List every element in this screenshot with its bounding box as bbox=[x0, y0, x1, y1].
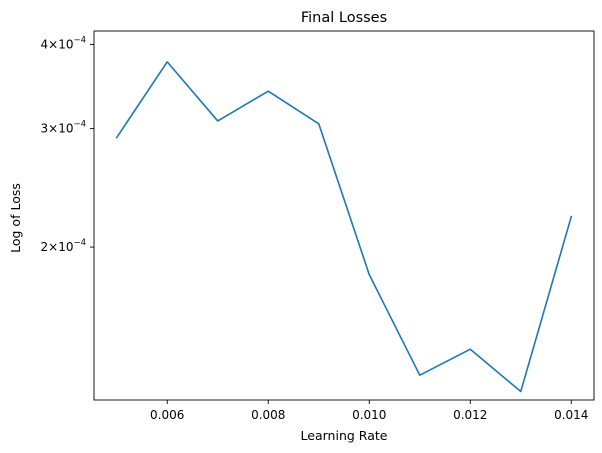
plot-frame bbox=[93, 30, 595, 401]
y-tick-exponent: −4 bbox=[73, 36, 86, 46]
y-tick-mantissa: 3 bbox=[41, 122, 49, 136]
x-tick-label: 0.014 bbox=[554, 408, 588, 422]
y-axis-label: Log of Loss bbox=[8, 183, 23, 253]
y-tick-label: 2×10−4 bbox=[41, 238, 87, 254]
y-tick-base: ×10 bbox=[48, 240, 73, 254]
series-line bbox=[115, 61, 573, 393]
chart-title: Final Losses bbox=[301, 10, 387, 26]
y-tick-base: ×10 bbox=[48, 122, 73, 136]
x-tick-label: 0.010 bbox=[352, 408, 386, 422]
x-tick-label: 0.006 bbox=[150, 408, 184, 422]
y-tick-base: ×10 bbox=[48, 38, 73, 52]
y-tick-label: 4×10−4 bbox=[41, 36, 87, 52]
y-tick-mantissa: 2 bbox=[41, 240, 49, 254]
x-tick-label: 0.008 bbox=[251, 408, 285, 422]
y-tick-exponent: −4 bbox=[73, 120, 86, 130]
y-tick-exponent: −4 bbox=[73, 238, 86, 248]
y-tick-mantissa: 4 bbox=[41, 38, 49, 52]
plot-area: 0.006 0.008 0.010 0.012 0.0144×10−43×10−42×1… bbox=[41, 30, 595, 422]
x-axis-label: Learning Rate bbox=[301, 428, 388, 443]
y-tick-label: 3×10−4 bbox=[41, 120, 87, 136]
x-tick-label: 0.012 bbox=[453, 408, 487, 422]
